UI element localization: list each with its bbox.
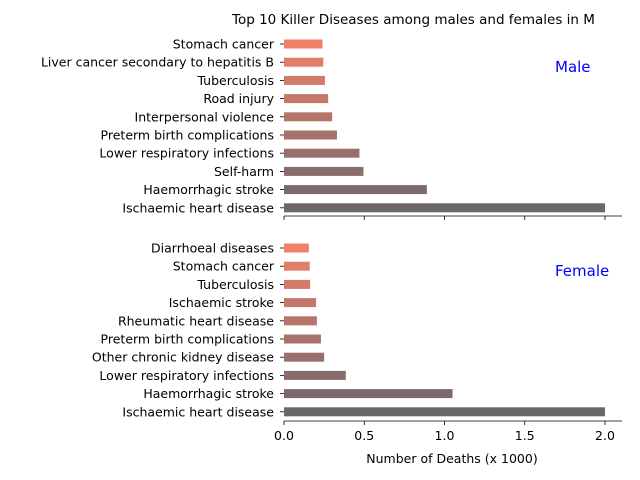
- category-label: Rheumatic heart disease: [118, 313, 274, 328]
- category-label: Liver cancer secondary to hepatitis B: [41, 55, 274, 70]
- bar: [284, 203, 605, 213]
- category-label: Ischaemic heart disease: [122, 200, 274, 215]
- bar: [284, 94, 329, 104]
- x-tick-label: 0.0: [274, 428, 294, 443]
- bar: [284, 352, 325, 362]
- bar: [284, 39, 323, 49]
- category-label: Self-harm: [214, 164, 274, 179]
- category-label: Preterm birth complications: [101, 128, 274, 143]
- category-label: Interpersonal violence: [135, 109, 275, 124]
- category-label: Other chronic kidney disease: [92, 350, 274, 365]
- bar: [284, 243, 309, 253]
- bar: [284, 407, 605, 417]
- bar: [284, 57, 324, 67]
- bar: [284, 298, 317, 308]
- category-label: Tuberculosis: [196, 73, 274, 88]
- bar: [284, 75, 325, 85]
- category-label: Lower respiratory infections: [99, 146, 274, 161]
- category-label: Ischaemic stroke: [169, 295, 275, 310]
- bar: [284, 334, 321, 344]
- category-label: Lower respiratory infections: [99, 368, 274, 383]
- bar: [284, 148, 360, 158]
- bar: [284, 389, 453, 399]
- bar: [284, 166, 364, 176]
- panels: Stomach cancer Liver cancer secondary to …: [41, 37, 622, 443]
- category-label: Diarrhoeal diseases: [151, 241, 274, 256]
- panel-male: Stomach cancer Liver cancer secondary to …: [41, 37, 622, 220]
- category-label: Stomach cancer: [173, 37, 275, 52]
- panel-female: Diarrhoeal diseases Stomach cancer Tubercu…: [92, 241, 622, 443]
- bar: [284, 279, 311, 289]
- category-label: Road injury: [203, 91, 274, 106]
- category-label: Haemorrhagic stroke: [143, 386, 274, 401]
- category-label: Haemorrhagic stroke: [143, 182, 274, 197]
- bar: [284, 316, 317, 326]
- bar: [284, 261, 310, 271]
- bar: [284, 370, 346, 380]
- x-tick-label: 2.0: [595, 428, 615, 443]
- x-tick-label: 0.5: [354, 428, 374, 443]
- bar: [284, 185, 427, 195]
- x-tick-label: 1.5: [515, 428, 535, 443]
- panel-label: Male: [555, 58, 591, 76]
- category-label: Stomach cancer: [173, 259, 275, 274]
- category-label: Ischaemic heart disease: [122, 404, 274, 419]
- x-axis-label: Number of Deaths (x 1000): [366, 451, 537, 466]
- category-label: Tuberculosis: [196, 277, 274, 292]
- category-label: Preterm birth complications: [101, 332, 274, 347]
- bar: [284, 112, 333, 122]
- bar: [284, 130, 337, 140]
- panel-label: Female: [555, 262, 609, 280]
- chart-title: Top 10 Killer Diseases among males and f…: [231, 12, 595, 28]
- x-tick-label: 1.0: [435, 428, 455, 443]
